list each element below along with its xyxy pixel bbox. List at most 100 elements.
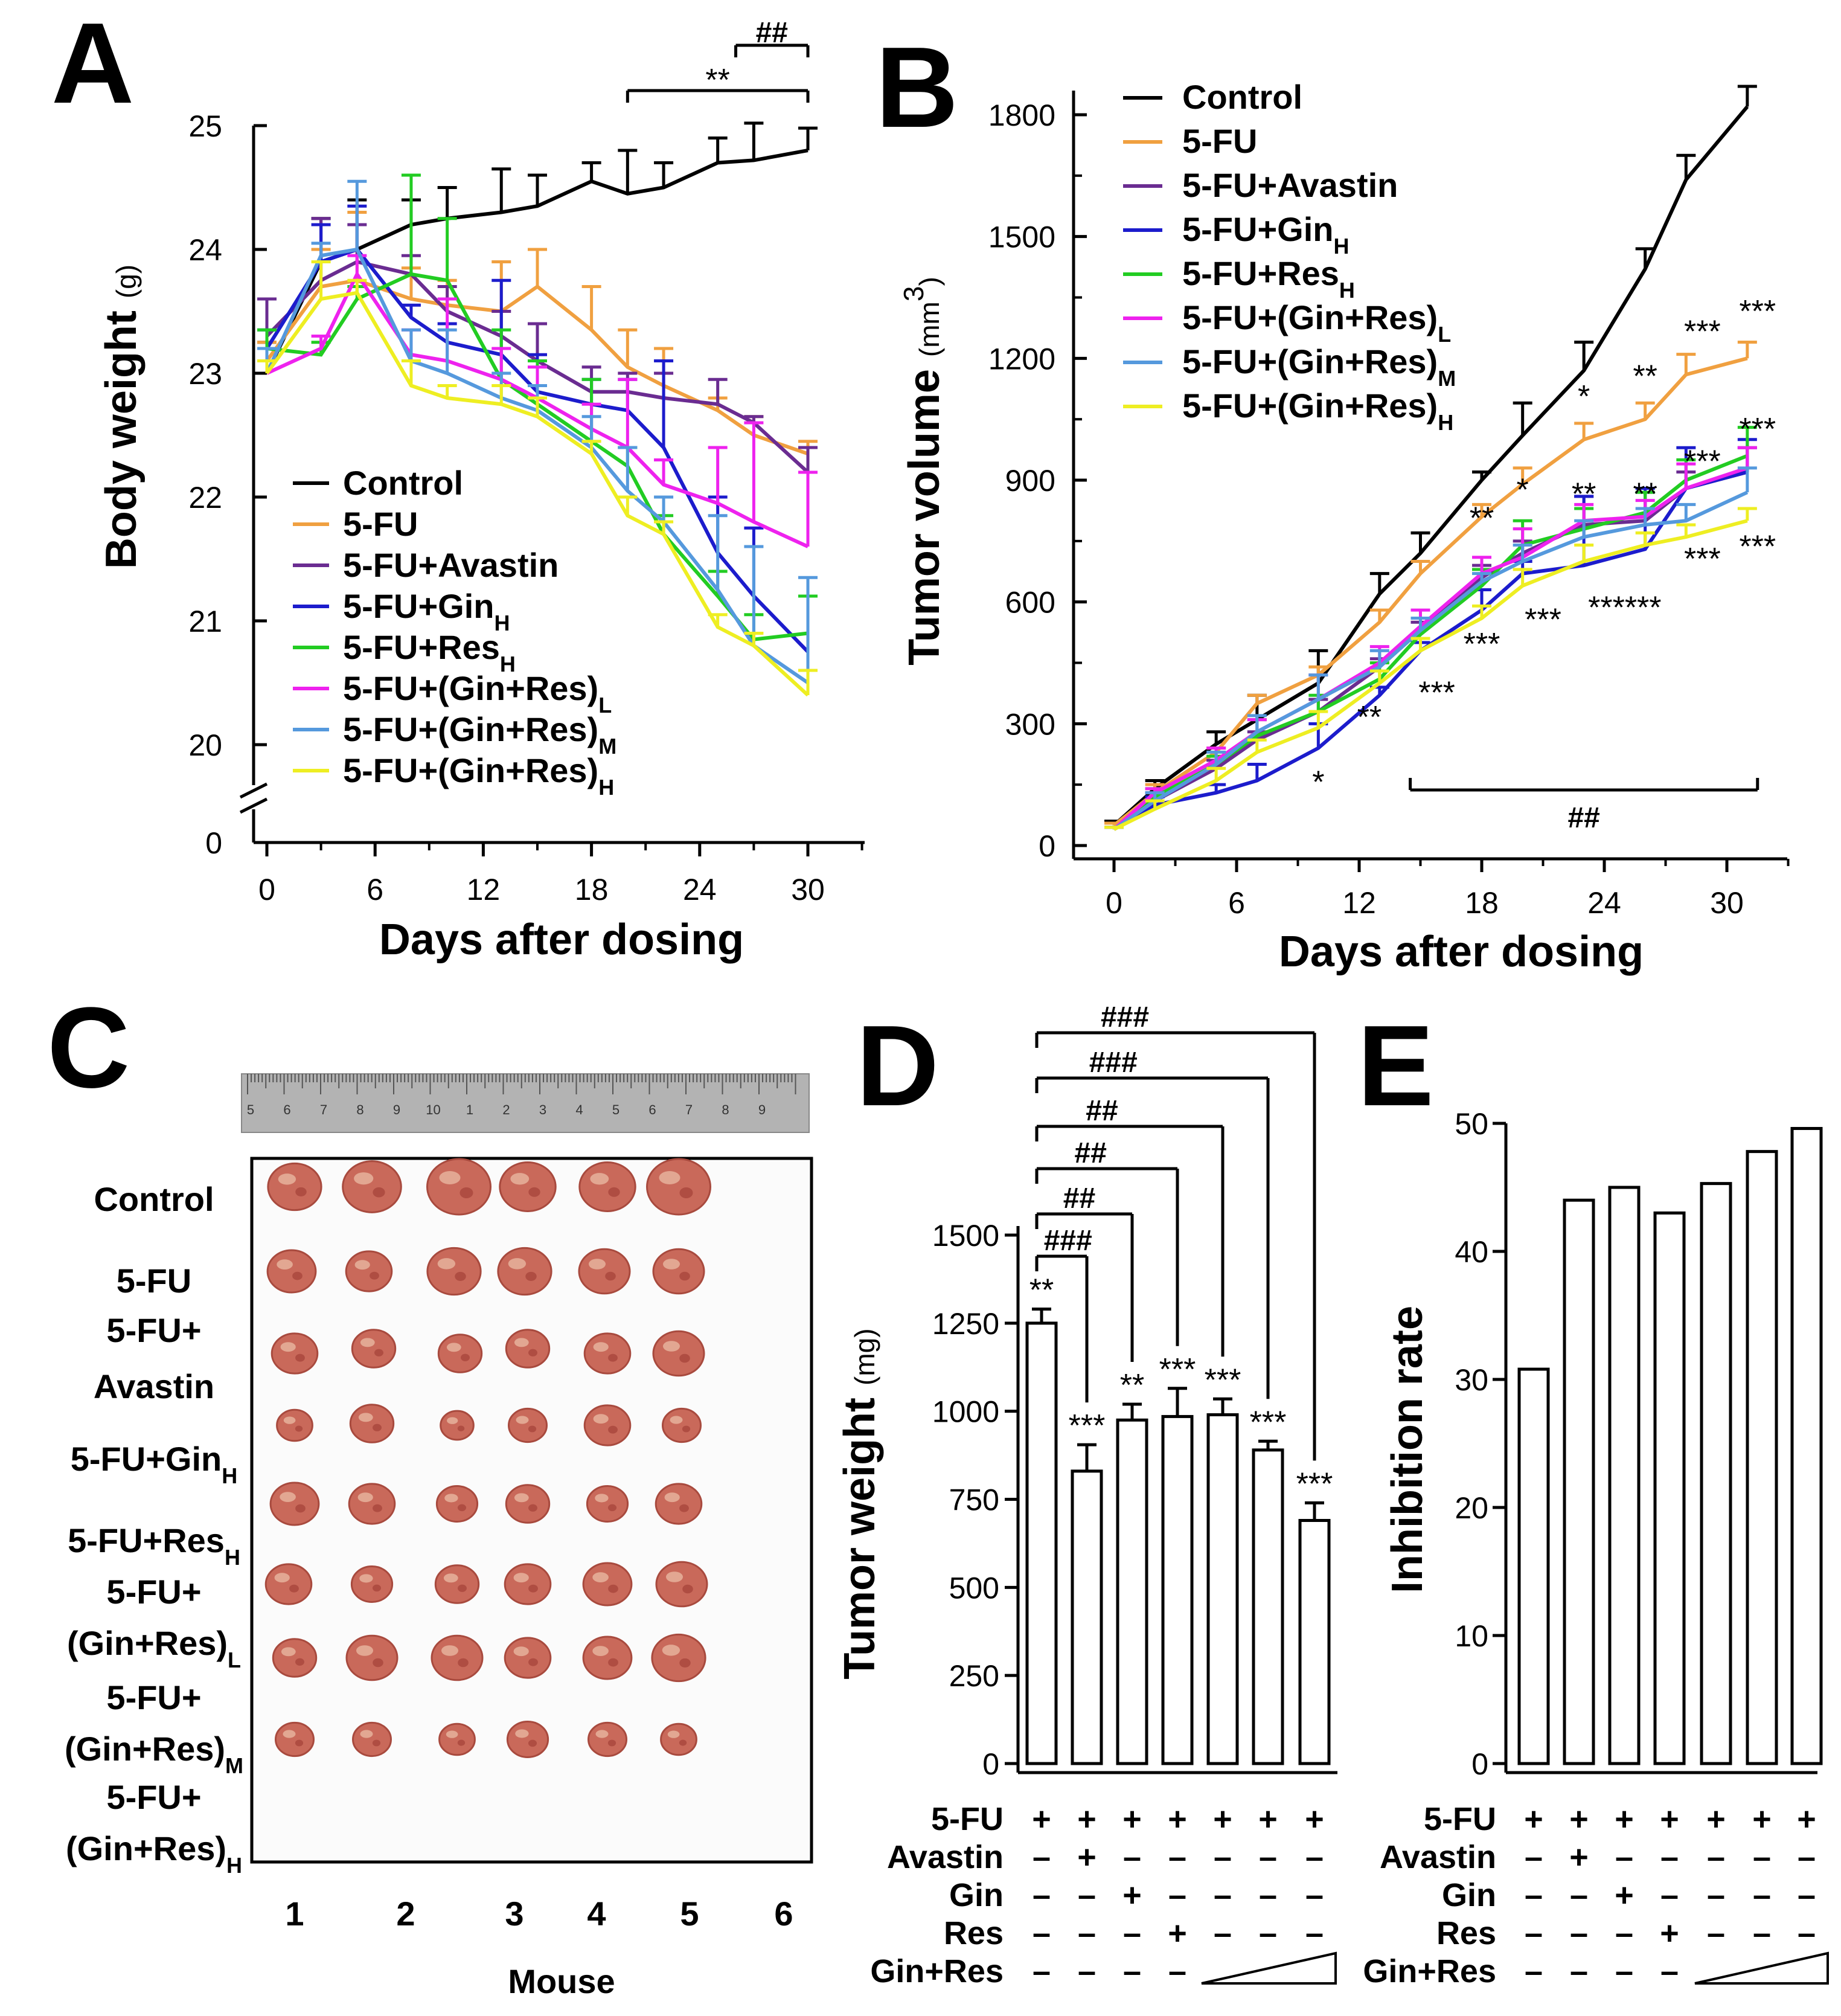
group-sign: – (1168, 1839, 1186, 1875)
tumor-highlight (516, 1416, 529, 1424)
y-axis-unit-sup: 3 (898, 286, 929, 302)
x-tick-label: 24 (683, 873, 717, 907)
tumor-shade (295, 1504, 306, 1513)
y-tick-label: 0 (982, 1747, 999, 1781)
group-sign: – (1753, 1915, 1771, 1951)
panel-c-tumor-photo: C 5 6 7 8 9 10 1 2 3 4 5 6 7 8 9 Control 5-FU 5-FU+ Avastin… (47, 984, 813, 2000)
label-main: 5-FU+Res (1182, 254, 1339, 292)
group-sign: – (1615, 1839, 1633, 1875)
label-subscript: H (1333, 234, 1349, 258)
group-sign: – (1525, 1915, 1543, 1951)
legend-entry: 5-FU+GinH (1182, 210, 1349, 258)
panel-a-body-weight-chart: A 0 20 21 22 23 24 25 0 6 12 18 24 30 Days after dosin… (51, 0, 865, 964)
group-sign: – (1570, 1915, 1588, 1951)
group-sign: + (1615, 1877, 1634, 1913)
tumor-highlight (446, 1343, 461, 1352)
group-sign: + (1305, 1801, 1324, 1837)
x-tick-label: 18 (1465, 886, 1499, 920)
tumor-shade (295, 1658, 304, 1666)
legend-entry: 5-FU+(Gin+Res)H (343, 751, 614, 800)
y-axis-title-text: Tumor volume (900, 357, 949, 666)
group-sign: – (1570, 1953, 1588, 1989)
tumor-highlight (593, 1342, 609, 1352)
row-label: Control (94, 1180, 214, 1218)
tumor-highlight (513, 1646, 529, 1657)
tumor (345, 1250, 393, 1292)
tumor-highlight (670, 1416, 683, 1424)
tumor (660, 1722, 697, 1756)
tumor (508, 1407, 548, 1443)
y-tick-label: 21 (188, 605, 222, 638)
tumor (352, 1721, 392, 1758)
group-sign: – (1214, 1877, 1232, 1913)
tumor-shade (457, 1504, 467, 1512)
group-sign: + (1168, 1915, 1187, 1951)
ruler-number: 5 (612, 1102, 620, 1117)
label-subscript: H (222, 1463, 237, 1488)
tumor-shade (528, 1425, 537, 1433)
tumor-highlight (595, 1730, 609, 1738)
tumor-shade (608, 1658, 618, 1667)
sig-label: *** (1250, 1405, 1287, 1440)
group-sign: – (1305, 1915, 1324, 1951)
row-label: 5-FU+ (106, 1311, 201, 1349)
mouse-number: 4 (587, 1895, 606, 1933)
label-main: 5-FU+Res (68, 1521, 225, 1559)
tumor-highlight (439, 1171, 461, 1184)
group-sign: + (1122, 1877, 1142, 1913)
y-tick-label: 1250 (932, 1307, 999, 1341)
tumor (267, 1162, 322, 1212)
tumor-shade (372, 1739, 381, 1747)
tumor-highlight (354, 1260, 370, 1270)
group-sign: – (1123, 1915, 1141, 1951)
label-subscript: L (1438, 322, 1451, 347)
sig-label: *** (1464, 627, 1500, 662)
label-main: Control (343, 464, 463, 502)
tumor-shade (295, 1739, 304, 1747)
tumor-shade (608, 1187, 620, 1197)
bar (1116, 1418, 1148, 1765)
label-subscript: L (598, 693, 612, 717)
tumor (578, 1248, 631, 1295)
group-row-label: 5-FU (1424, 1801, 1496, 1837)
row-label: (Gin+Res)H (66, 1829, 242, 1878)
y-tick-label: 300 (1005, 707, 1055, 741)
mouse-number: 6 (774, 1895, 793, 1933)
tumor-shade (528, 1658, 538, 1666)
tumor-shade (461, 1353, 470, 1361)
tumor-highlight (663, 1341, 680, 1352)
tumor (583, 1404, 632, 1446)
legend-entry: 5-FU+(Gin+Res)M (1182, 342, 1456, 391)
legend-entry: 5-FU+Avastin (1182, 166, 1398, 204)
y-tick-label: 23 (188, 357, 222, 391)
y-axis-title: Tumor volume (mm3) (898, 277, 949, 666)
y-axis-title: Inhibition rate (1383, 1306, 1432, 1593)
tumor-highlight (662, 1645, 680, 1656)
tumor-shade (528, 1584, 538, 1593)
tumor (497, 1247, 552, 1296)
y-tick-label: 0 (1471, 1747, 1488, 1781)
legend-entry: 5-FU+ResH (343, 628, 516, 676)
tumor (349, 1404, 395, 1443)
bar (1206, 1413, 1239, 1765)
tumor-highlight (446, 1730, 458, 1738)
tumor-shade (458, 1584, 467, 1592)
group-sign: + (1706, 1801, 1726, 1837)
tumor (505, 1329, 551, 1369)
label-main: Control (1182, 78, 1302, 116)
tumor-shade (682, 1584, 693, 1594)
tumor-highlight (589, 1259, 606, 1270)
label-subscript: H (1339, 278, 1355, 303)
y-tick-label: 0 (205, 826, 222, 860)
label-main: 5-FU+(Gin+Res) (1182, 387, 1438, 425)
tumor (434, 1564, 480, 1604)
tumor-highlight (441, 1645, 458, 1656)
group-sign: – (1707, 1915, 1725, 1951)
tumor-highlight (278, 1173, 296, 1185)
panel-label-c: C (47, 984, 130, 1112)
tumor-highlight (354, 1172, 374, 1185)
tumor-highlight (360, 1338, 375, 1347)
ruler-number: 1 (466, 1102, 473, 1117)
label-main: Avastin (94, 1367, 214, 1405)
label-subscript: H (225, 1545, 240, 1570)
